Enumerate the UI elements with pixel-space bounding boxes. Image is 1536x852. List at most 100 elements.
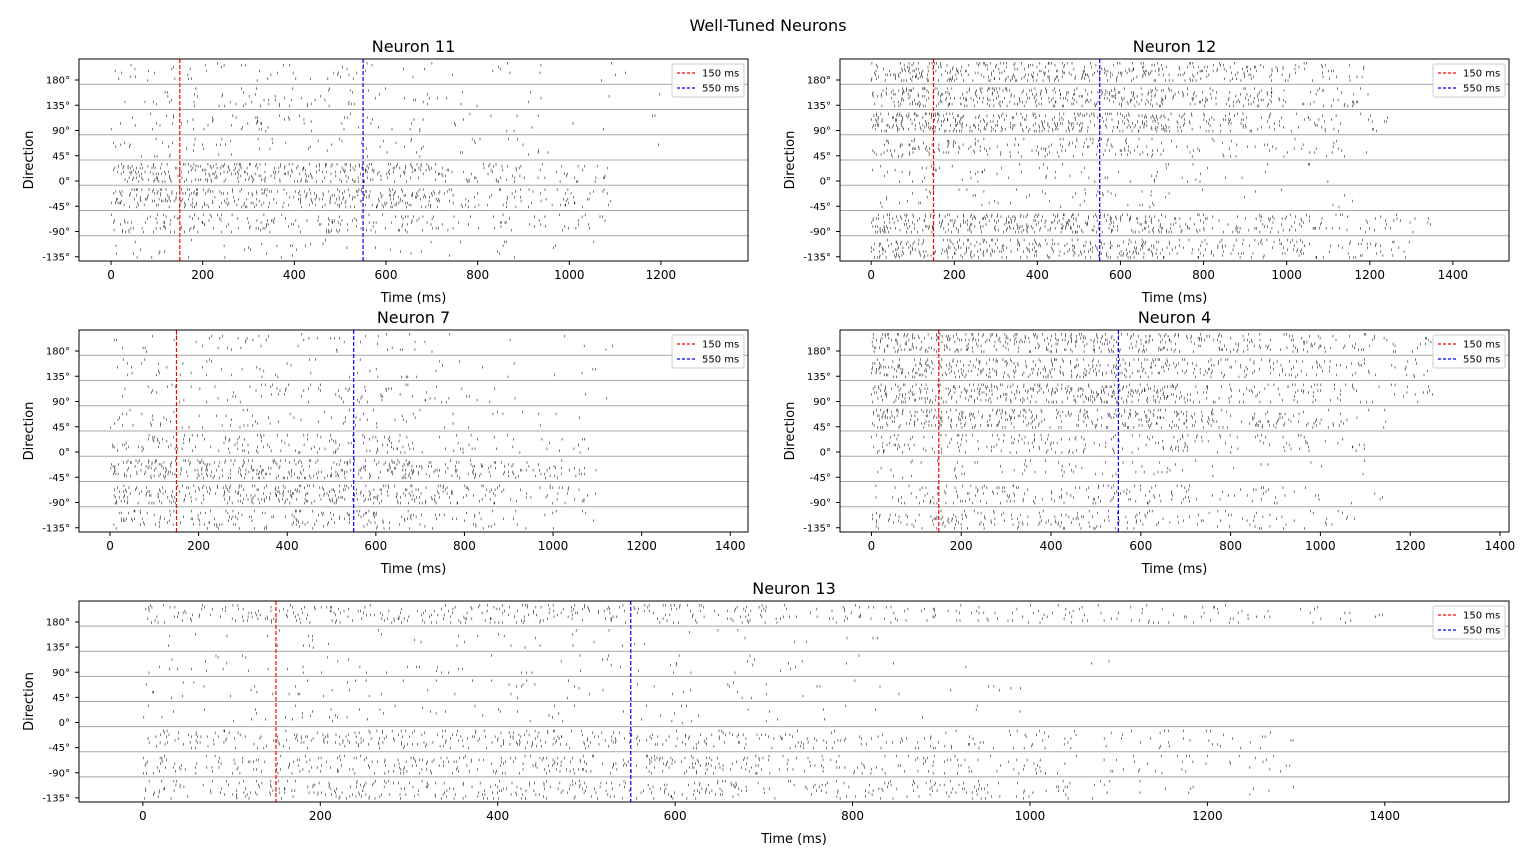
spike-train: [215, 654, 860, 657]
spike-train: [879, 418, 1348, 421]
spike-train: [117, 486, 569, 489]
legend-label: 550 ms: [702, 84, 739, 95]
spike-train: [879, 227, 1391, 230]
spike-train: [328, 642, 645, 646]
y-tick-label: -90°: [810, 498, 831, 509]
y-tick-label: -45°: [810, 202, 831, 213]
spike-train: [148, 741, 1251, 744]
spike-train: [578, 687, 1021, 690]
spike-train: [883, 373, 1425, 377]
x-tick-label: 1200: [1192, 809, 1223, 823]
spike-train: [146, 760, 1264, 764]
axes-frame: [839, 58, 1510, 262]
spike-train: [179, 785, 1294, 789]
spike-train: [127, 459, 563, 462]
spike-train: [164, 91, 531, 94]
spike-train: [182, 681, 734, 684]
spike-train: [1024, 463, 1269, 466]
spike-train: [156, 766, 1251, 769]
x-axis-label: Time (ms): [1141, 562, 1208, 577]
spike-train: [195, 87, 386, 90]
spike-train: [876, 338, 1429, 342]
x-tick-label: 600: [375, 268, 398, 282]
x-tick-label: 400: [1026, 268, 1049, 282]
spike-train: [965, 439, 1326, 443]
spike-train: [121, 412, 557, 416]
spike-train: [894, 486, 1306, 489]
y-tick-label: 90°: [52, 397, 70, 408]
spike-train: [148, 779, 1141, 783]
spike-train: [113, 168, 583, 172]
spike-train: [164, 754, 1275, 758]
spike-train: [882, 441, 1339, 445]
spike-train: [157, 795, 1030, 798]
axes-frame: [78, 600, 1510, 803]
spike-train: [872, 333, 1367, 336]
y-tick-label: 90°: [813, 126, 831, 137]
spike-train: [924, 176, 1243, 180]
spike-train: [881, 416, 1358, 419]
spike-train: [307, 679, 856, 682]
spike-train: [114, 496, 547, 499]
x-tick-label: 1400: [1438, 268, 1469, 282]
spike-train: [248, 246, 554, 249]
spike-train: [122, 346, 393, 350]
y-axis-label: Direction: [22, 131, 37, 190]
spike-train: [140, 155, 421, 158]
spike-train: [149, 215, 603, 218]
spike-train: [912, 147, 1339, 150]
spike-train: [121, 71, 626, 75]
x-tick-label: 800: [1219, 539, 1242, 553]
spike-train: [111, 463, 539, 466]
spike-train: [204, 708, 977, 711]
x-tick-label: 600: [664, 809, 687, 823]
spike-train: [292, 254, 450, 257]
spike-train: [147, 737, 1233, 740]
spike-train: [279, 629, 739, 632]
y-tick-label: 135°: [46, 372, 70, 383]
spike-train: [150, 112, 471, 116]
y-tick-label: -45°: [49, 743, 70, 754]
y-tick-label: 180°: [46, 76, 70, 87]
y-tick-label: -45°: [810, 473, 831, 484]
y-tick-label: 135°: [807, 372, 831, 383]
spike-train: [880, 201, 1153, 205]
spike-train: [872, 344, 1396, 348]
spike-train: [929, 190, 1256, 193]
spike-train: [113, 494, 588, 497]
spike-train: [884, 348, 1364, 351]
y-axis-label: Direction: [783, 402, 798, 461]
spike-train: [972, 194, 1345, 197]
spike-train: [876, 369, 1428, 373]
spike-train: [420, 640, 807, 644]
spike-train: [150, 476, 558, 480]
x-tick-label: 400: [486, 809, 509, 823]
x-tick-label: 400: [1040, 539, 1063, 553]
spike-train: [164, 731, 1271, 735]
spike-train: [879, 515, 1348, 519]
spike-train: [187, 120, 312, 123]
spike-train: [310, 714, 699, 717]
spike-train: [238, 781, 1071, 785]
panel-3: 0 200 400 600 800 1000 1200 1400 180° 135° 90° 45° 0…: [783, 308, 1515, 577]
spike-train: [140, 248, 391, 251]
spike-train: [184, 498, 585, 501]
spike-train: [872, 400, 1419, 404]
spike-train: [877, 122, 1341, 125]
spike-train: [163, 225, 565, 228]
spike-train: [130, 227, 590, 230]
spike-train: [872, 422, 1344, 425]
spike-train: [138, 174, 606, 178]
spike-train: [114, 69, 494, 73]
x-tick-label: 800: [453, 539, 476, 553]
spike-train: [148, 605, 1319, 609]
spike-train: [893, 375, 1415, 379]
legend-label: 150 ms: [1463, 611, 1500, 622]
spike-train: [386, 151, 549, 154]
x-tick-label: 600: [1129, 539, 1152, 553]
x-tick-label: 1000: [1015, 809, 1046, 823]
spike-train: [893, 100, 1358, 104]
spike-train: [159, 250, 498, 253]
spike-train: [906, 523, 1333, 526]
spike-train: [877, 414, 1294, 418]
